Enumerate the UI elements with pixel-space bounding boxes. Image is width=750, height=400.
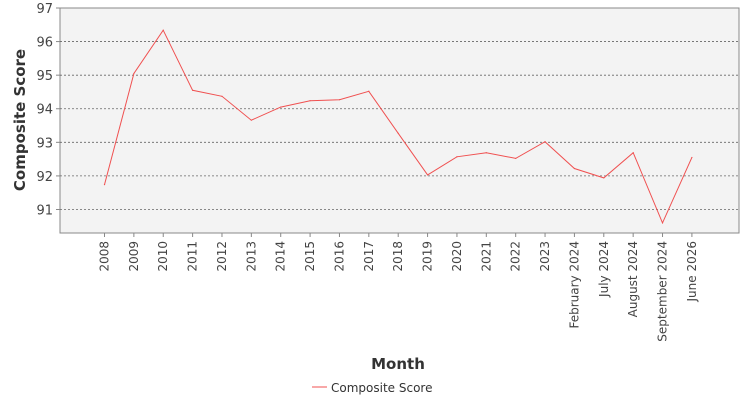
data-point [368,90,370,92]
x-tick-label: August 2024 [626,241,640,317]
x-tick-label: 2011 [186,241,200,272]
x-tick-label: July 2024 [597,241,611,298]
x-tick-label: 2023 [538,241,552,272]
y-tick-label: 97 [36,2,53,17]
y-tick-label: 94 [36,103,53,118]
y-tick-label: 93 [36,136,53,151]
x-tick-label: 2014 [274,241,288,272]
data-point [691,156,693,159]
plot-area-background [59,7,740,234]
x-tick-label: 2017 [362,241,376,272]
gridlines [60,41,739,210]
x-tick-label: 2012 [215,241,229,272]
data-point [162,29,164,31]
data-point [632,152,634,154]
data-point [426,174,429,176]
data-point [221,95,223,97]
series-layer [103,29,693,225]
y-tick-label: 92 [36,170,53,185]
data-point [603,177,605,179]
x-tick-label: 2019 [421,241,435,272]
x-tick-label: 2018 [391,241,405,272]
data-point [573,167,576,170]
data-point [280,106,282,108]
x-tick-label: 2009 [127,241,141,272]
x-tick-label: 2010 [156,241,170,272]
y-axis: 91 92 93 94 95 96 97 [36,2,60,218]
legend-label: Composite Score [331,381,432,395]
y-tick-label: 96 [36,36,53,51]
x-tick-label: 2021 [479,241,493,272]
x-tick-label: September 2024 [656,241,670,342]
x-tick-label: February 2024 [567,241,581,329]
x-tick-label: 2020 [450,241,464,272]
data-point [515,157,517,160]
y-tick-label: 91 [36,203,53,218]
y-axis-title: Composite Score [11,49,29,191]
data-point [133,72,135,75]
legend: Composite Score [312,381,432,395]
data-point [456,156,458,158]
data-point [338,99,341,101]
data-point [250,119,252,121]
data-point [661,222,664,224]
data-point [397,132,399,134]
data-point [309,100,311,102]
x-tick-label: 2022 [509,241,523,272]
x-axis: 2008 2009 2010 2011 2012 2013 2014 2015 2016 2017… [98,233,699,342]
y-tick-label: 95 [36,69,53,84]
x-tick-label: 2013 [244,241,258,272]
data-point [192,89,194,91]
x-tick-label: June 2026 [685,241,699,303]
data-point [485,152,487,154]
x-tick-label: 2016 [332,241,346,272]
data-point [544,141,546,143]
x-tick-label: 2015 [303,241,317,272]
x-axis-title: Month [371,355,425,373]
data-point [103,184,106,186]
x-tick-label: 2008 [98,241,112,272]
